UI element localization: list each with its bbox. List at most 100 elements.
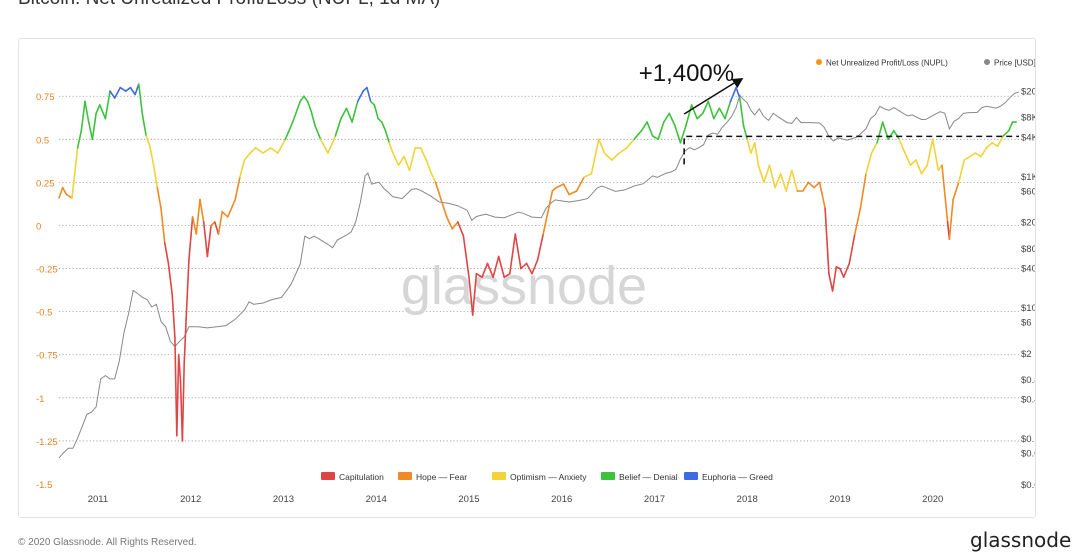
nupl-segment	[104, 90, 111, 120]
nupl-segment	[334, 117, 342, 137]
page-title: Bitcoin: Net Unrealized Profit/Loss (NUP…	[18, 0, 440, 10]
nupl-segment	[551, 186, 558, 192]
nupl-segment	[183, 319, 187, 365]
nupl-segment	[84, 100, 90, 123]
nupl-segment	[662, 112, 671, 123]
nupl-segment	[802, 181, 810, 192]
x-tick-label: 2020	[922, 494, 943, 505]
nupl-segment	[299, 95, 305, 103]
zone-label: Capitulation	[339, 472, 384, 482]
nupl-segment	[152, 164, 159, 189]
x-tick-label: 2016	[551, 494, 572, 505]
right-tick-label: $4K	[1021, 132, 1035, 143]
nupl-segment	[813, 181, 821, 189]
nupl-segment	[763, 164, 771, 184]
nupl-segment	[603, 152, 613, 161]
nupl-segment	[926, 138, 934, 166]
nupl-segment	[668, 112, 676, 127]
zone-swatch	[398, 472, 412, 480]
nupl-segment	[351, 100, 359, 123]
nupl-segment	[618, 147, 628, 154]
annotation-label: +1,400%	[639, 60, 734, 87]
nupl-segment	[980, 147, 988, 158]
legend-dot	[816, 59, 822, 65]
nupl-segment	[310, 110, 316, 127]
nupl-segment	[865, 152, 873, 175]
nupl-segment	[392, 152, 400, 166]
nupl-segment	[95, 104, 101, 115]
x-tick-label: 2017	[644, 494, 665, 505]
nupl-segment	[397, 155, 405, 166]
left-tick-label: -1.25	[36, 437, 58, 448]
nupl-segment	[429, 169, 437, 184]
right-tick-label: $8K	[1021, 113, 1035, 124]
nupl-segment	[451, 221, 459, 230]
zone-label: Hope — Fear	[416, 472, 467, 482]
right-tick-label: $0.10	[1021, 434, 1035, 445]
footer-brand: glassnode	[970, 528, 1072, 552]
right-tick-label: $10	[1021, 303, 1035, 314]
right-tick-label: $0.80	[1021, 375, 1035, 386]
nupl-segment	[831, 266, 838, 292]
nupl-segment	[369, 100, 376, 106]
nupl-segment	[388, 142, 394, 154]
nupl-chart: glassnode0.750.50.250-0.25-0.5-0.75-1-1.…	[36, 59, 1035, 506]
zone-label: Belief — Denial	[619, 472, 678, 482]
nupl-segment	[176, 353, 180, 437]
annotation-arrow	[683, 80, 738, 115]
nupl-segment	[904, 152, 912, 166]
nupl-segment	[742, 124, 749, 141]
left-tick-label: -1	[36, 394, 44, 405]
nupl-segment	[303, 95, 309, 103]
legend-dot	[984, 59, 990, 65]
nupl-segment	[514, 233, 522, 270]
nupl-segment	[177, 353, 182, 382]
x-tick-label: 2012	[180, 494, 201, 505]
chart-card: glassnode 0.75 0.5 0.25 0 -0.25 -0.5 -0.75 -1 -1.…	[18, 38, 1036, 518]
nupl-segment	[199, 198, 205, 223]
nupl-segment	[403, 155, 411, 172]
nupl-segment	[214, 221, 220, 235]
nupl-segment	[909, 159, 917, 166]
right-tick-label: $0.40	[1021, 395, 1035, 406]
nupl-segment	[277, 138, 287, 154]
left-tick-label: -0.5	[36, 308, 52, 319]
nupl-segment	[807, 181, 815, 189]
nupl-segment	[887, 129, 895, 141]
left-tick-label: 0	[36, 221, 41, 232]
nupl-segment	[818, 181, 826, 210]
nupl-segment	[915, 159, 923, 175]
nupl-segment	[234, 176, 241, 201]
right-tick-label: $20K	[1021, 87, 1035, 98]
nupl-segment	[531, 259, 539, 275]
right-tick-label: $40	[1021, 264, 1035, 275]
nupl-segment	[729, 86, 737, 103]
nupl-segment	[568, 190, 578, 196]
nupl-segment	[471, 272, 478, 316]
nupl-segment	[380, 121, 387, 132]
nupl-segment	[217, 210, 223, 235]
nupl-segment	[828, 272, 834, 292]
right-tick-label: $200	[1021, 218, 1035, 229]
nupl-segment	[848, 233, 856, 265]
nupl-segment	[757, 164, 765, 184]
nupl-segment	[71, 147, 79, 199]
nupl-segment	[408, 147, 417, 172]
nupl-segment	[790, 169, 799, 192]
x-tick-label: 2013	[273, 494, 294, 505]
nupl-segment	[440, 198, 448, 218]
nupl-segment	[555, 183, 565, 189]
nupl-segment	[243, 152, 251, 161]
right-tick-label: $80	[1021, 244, 1035, 255]
nupl-segment	[583, 173, 593, 178]
nupl-segment	[191, 216, 198, 235]
nupl-segment	[366, 86, 372, 103]
nupl-segment	[707, 100, 715, 120]
nupl-segment	[129, 86, 136, 96]
nupl-segment	[384, 129, 391, 144]
zone-swatch	[684, 472, 698, 480]
legend-label: Price [USD]	[994, 59, 1035, 68]
nupl-segment	[377, 117, 383, 123]
nupl-segment	[171, 293, 176, 339]
nupl-segment	[646, 121, 654, 137]
